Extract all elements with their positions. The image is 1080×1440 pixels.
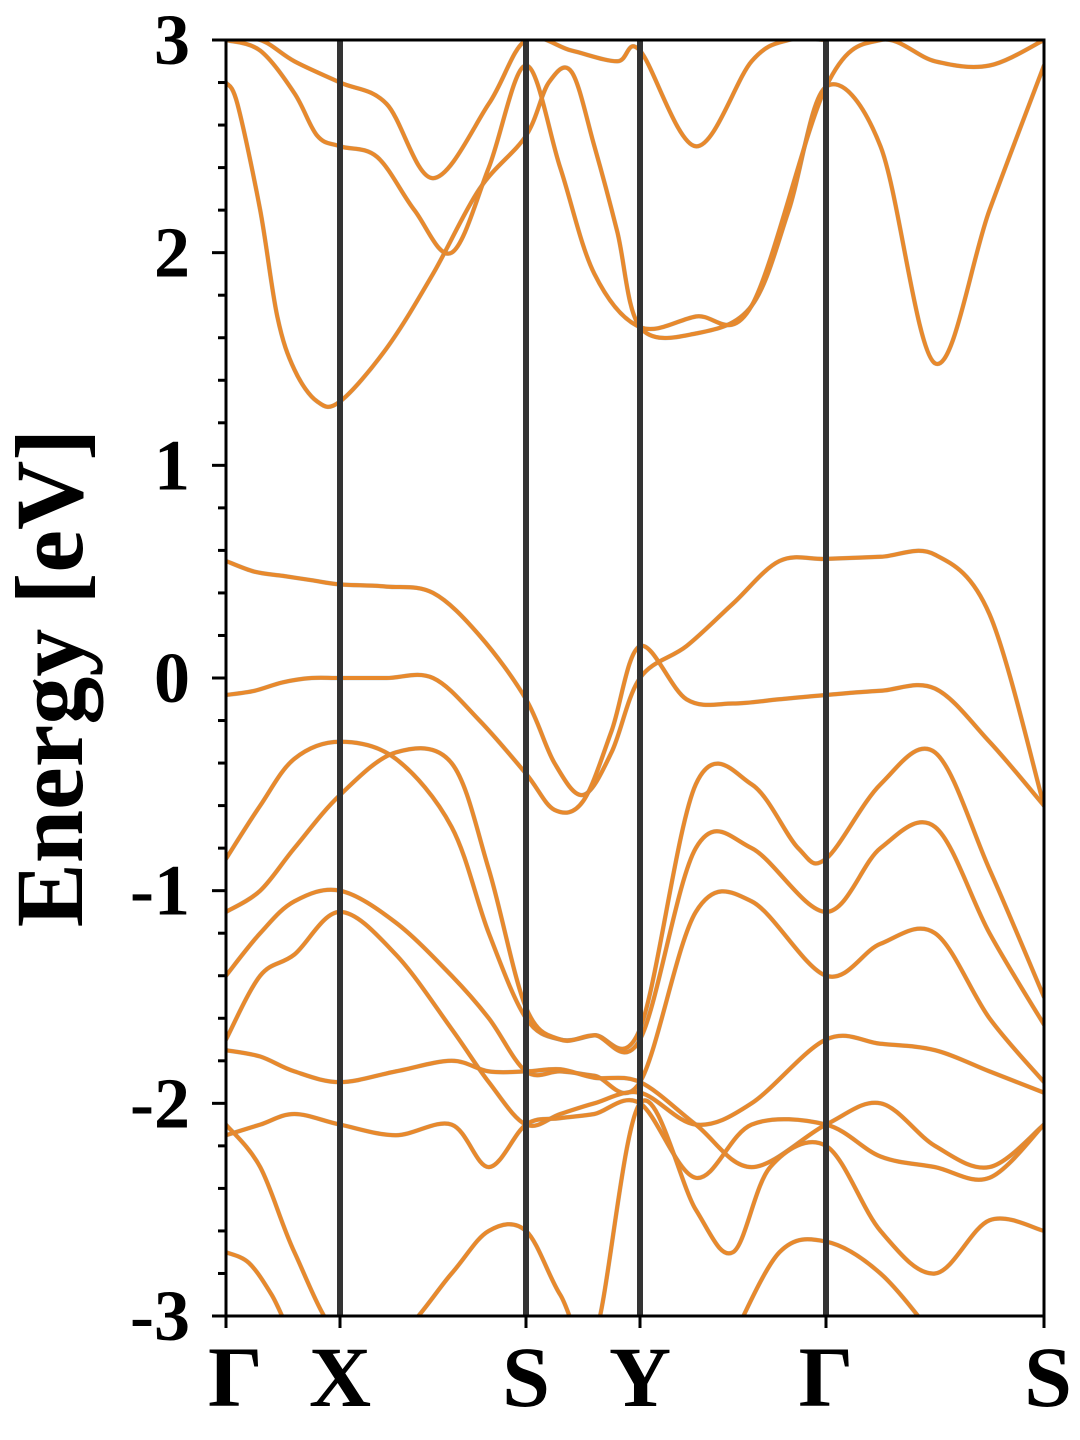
band-13 — [226, 1250, 285, 1316]
band-5 — [226, 644, 1044, 815]
y-tick-label: -1 — [130, 851, 190, 931]
y-axis: -3 -2 -1 0 1 2 3 — [130, 0, 226, 1356]
y-tick-label: -2 — [130, 1063, 190, 1143]
y-tick-label: 1 — [154, 425, 190, 505]
y-tick-label: 0 — [154, 638, 190, 718]
y-axis-label: Energy [eV] — [0, 429, 103, 928]
x-tick-label: X — [309, 1329, 371, 1425]
band-13-shadow — [226, 1249, 285, 1316]
band-7-shadow — [226, 746, 1044, 1055]
band-1-shadow — [226, 63, 1044, 410]
x-tick-label: S — [1024, 1329, 1072, 1425]
band-4 — [226, 548, 1044, 808]
x-tick-label: Γ — [799, 1329, 854, 1425]
band-9 — [226, 909, 1044, 1128]
band-2-shadow — [226, 40, 1044, 332]
x-tick-label: Y — [609, 1329, 671, 1425]
band-8 — [226, 887, 1044, 1095]
band-6 — [226, 739, 1044, 1051]
band-8-shadow — [226, 887, 1044, 1096]
x-tick-label: Γ — [208, 1329, 263, 1425]
band-lines — [226, 40, 1044, 1316]
kpoint-separators — [337, 40, 829, 1316]
x-tick-label: S — [502, 1329, 550, 1425]
y-tick-label: 2 — [154, 213, 190, 293]
band-7 — [226, 746, 1044, 1055]
band-14-shadow — [740, 1236, 921, 1316]
y-tick-label: -3 — [130, 1276, 190, 1356]
band-3 — [226, 40, 828, 181]
band-12 — [226, 1098, 1044, 1316]
y-tick-label: 3 — [154, 0, 190, 80]
band-14 — [741, 1237, 921, 1316]
band-1 — [226, 63, 1044, 409]
band-2 — [226, 40, 1044, 331]
